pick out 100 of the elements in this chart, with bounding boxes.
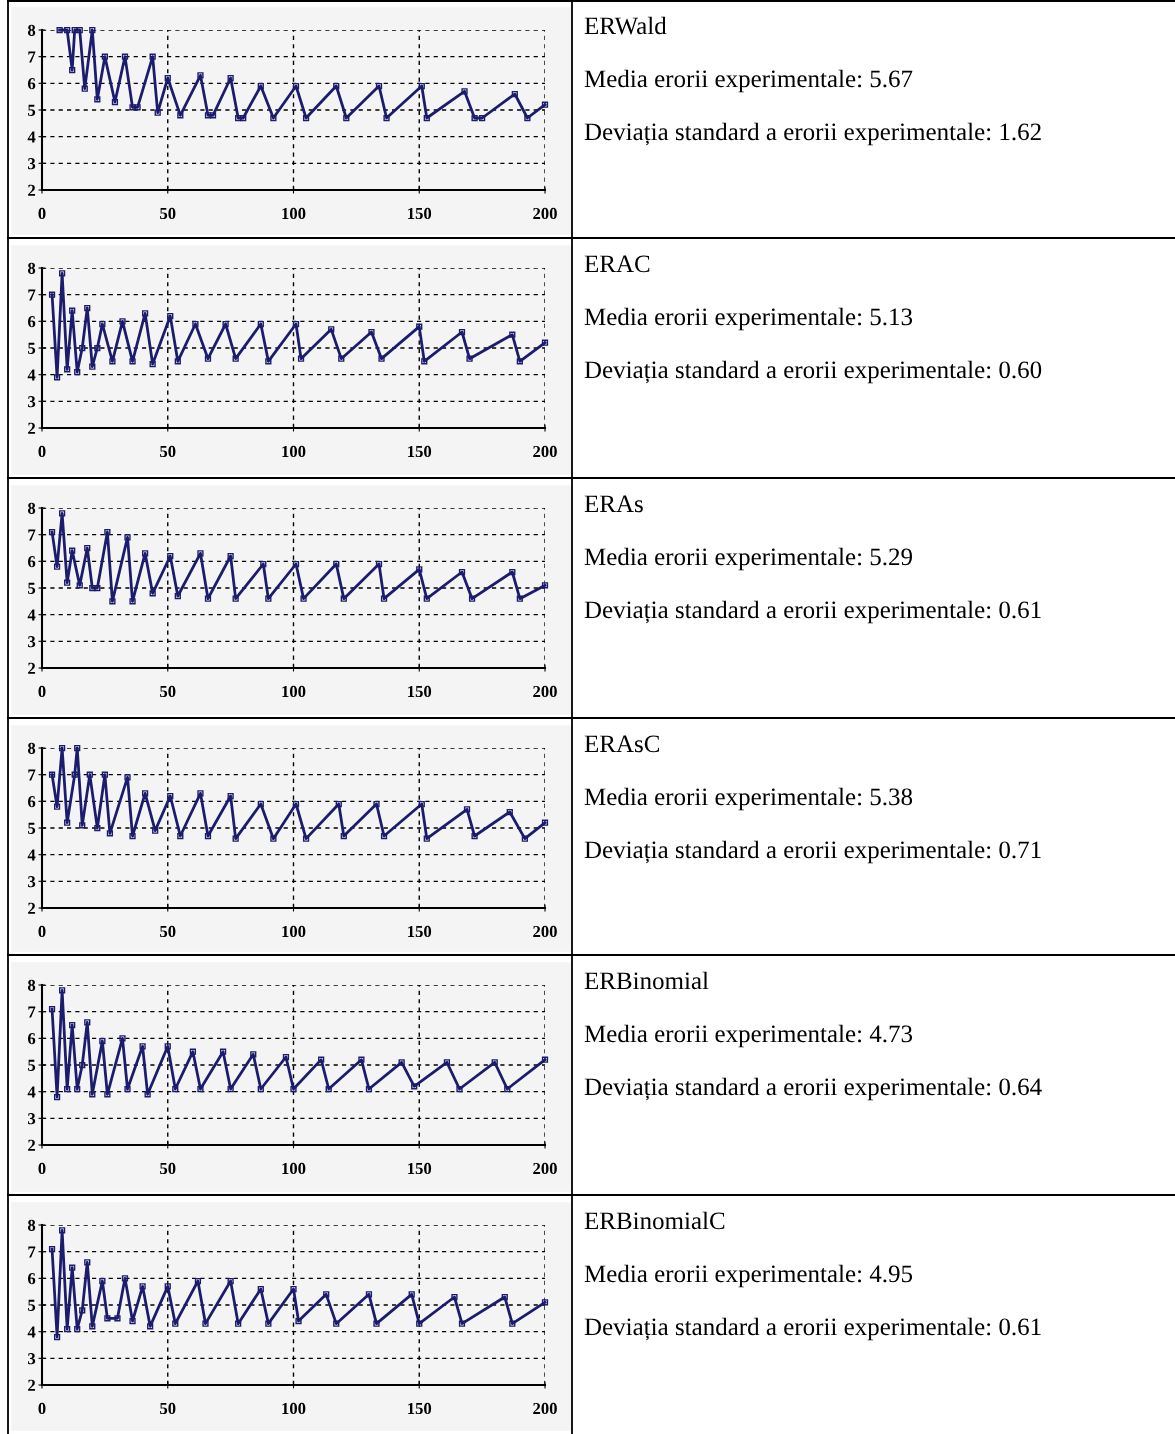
point [194, 1277, 202, 1285]
point [240, 114, 247, 122]
x-tick-label: 100 [282, 445, 306, 458]
y-tick-label: 3 [28, 158, 36, 170]
point [174, 358, 181, 365]
y-tick-label: 5 [28, 1059, 36, 1071]
point [48, 771, 56, 778]
x-tick-label: 50 [160, 925, 176, 938]
point [204, 112, 212, 119]
x-tick-label: 200 [533, 207, 557, 220]
point [129, 104, 136, 111]
x-tick-label: 50 [160, 445, 176, 458]
y-tick-label: 8 [27, 24, 36, 36]
point [373, 1320, 380, 1327]
point [167, 552, 174, 560]
text: Media erorii experimentale: 5.38 [584, 787, 913, 811]
point [69, 1021, 76, 1029]
point [197, 790, 204, 797]
x-tick-label: 0 [38, 925, 46, 938]
point [458, 1320, 466, 1327]
point [297, 355, 305, 362]
point [154, 109, 161, 116]
point [509, 1320, 516, 1327]
point [58, 744, 66, 752]
point [79, 1061, 86, 1069]
text: Deviația standard a erorii experimentale: 0.60 [584, 360, 1042, 384]
point [79, 1307, 86, 1314]
point [124, 774, 131, 781]
point [104, 1091, 111, 1098]
point [456, 1085, 463, 1093]
y-tick-label: 2 [28, 1139, 36, 1151]
point [172, 1085, 179, 1093]
y-tick-label: 2 [28, 184, 36, 196]
point [197, 72, 204, 79]
point [416, 323, 423, 330]
point [232, 835, 239, 842]
point [71, 26, 78, 34]
point [167, 312, 174, 320]
point [84, 1019, 91, 1026]
point [521, 835, 529, 842]
point [340, 832, 347, 840]
point [250, 1051, 257, 1058]
point [282, 1053, 290, 1061]
point [172, 1320, 179, 1327]
point [423, 595, 430, 602]
point [227, 74, 234, 82]
point [541, 101, 549, 108]
point [129, 598, 136, 605]
x-tick-label: 100 [282, 685, 306, 698]
point [524, 114, 531, 122]
point [58, 510, 66, 517]
point [204, 832, 212, 840]
point [471, 114, 478, 122]
y-tick-label: 7 [28, 289, 36, 301]
point [335, 800, 342, 808]
text: Deviația standard a erorii experimentale: 0.64 [584, 1077, 1042, 1101]
point [129, 358, 136, 365]
line-series [48, 987, 549, 1101]
point [416, 566, 423, 573]
y-tick-label: 7 [28, 1006, 36, 1018]
point [398, 1059, 405, 1066]
point [197, 550, 204, 557]
point [375, 560, 383, 568]
x-tick-label: 0 [38, 1162, 46, 1175]
y-tick-label: 8 [27, 502, 36, 514]
point [74, 1085, 81, 1093]
x-tick-label: 0 [38, 445, 46, 458]
point [408, 1291, 415, 1298]
point [192, 320, 199, 328]
point [375, 82, 383, 90]
y-tick-label: 2 [28, 422, 36, 434]
y-tick-label: 6 [27, 1033, 36, 1045]
point [99, 1037, 106, 1045]
point [328, 326, 335, 333]
point [323, 1291, 330, 1298]
point [189, 1048, 197, 1055]
x-tick-label: 150 [408, 1402, 432, 1415]
point [295, 1317, 302, 1325]
y-tick-label: 6 [27, 78, 36, 90]
point [69, 66, 76, 74]
line-series [48, 1227, 549, 1341]
point [89, 26, 96, 34]
x-tick-label: 100 [282, 1402, 306, 1415]
point [343, 114, 350, 122]
point [94, 344, 101, 352]
y-tick-label: 4 [27, 131, 36, 143]
point [124, 534, 131, 541]
x-tick-label: 50 [160, 685, 176, 698]
point [365, 1085, 373, 1093]
text: Deviația standard a erorii experimentale: 0.71 [584, 840, 1041, 864]
point [53, 374, 61, 381]
point [333, 560, 340, 568]
text: Media erorii experimentale: 4.73 [584, 1024, 913, 1048]
y-tick-label: 5 [28, 342, 36, 354]
y-tick-label: 3 [28, 636, 36, 648]
point [463, 806, 471, 813]
point [516, 595, 523, 602]
x-tick-label: 50 [160, 207, 176, 220]
text: ERBinomialC [584, 1211, 725, 1230]
point [114, 1315, 121, 1322]
